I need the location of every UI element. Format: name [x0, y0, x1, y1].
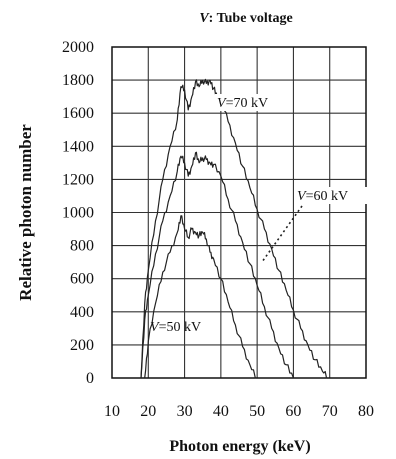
title-text: : Tube voltage — [209, 11, 293, 26]
y-tick-labels: 0 200 400 600 800 1000 1200 1400 1600 1800 2000 — [62, 39, 94, 387]
x-tick-labels: 10 20 30 40 50 60 70 80 — [104, 403, 374, 420]
x-axis-label: Photon energy (keV) — [169, 438, 310, 455]
svg-text:V: Tube voltage: V: Tube voltage — [199, 11, 292, 26]
series-labels: V=70 kV V=60 kV V=50 kV — [150, 94, 371, 335]
x-tick-label: 70 — [322, 403, 338, 420]
y-tick-label: 0 — [86, 370, 94, 387]
series-label-background — [215, 94, 291, 111]
y-tick-label: 1200 — [62, 171, 94, 188]
x-tick-label: 20 — [140, 403, 156, 420]
series-label: V=70 kV — [217, 96, 268, 111]
y-axis-label: Relative photon number — [16, 124, 35, 301]
y-tick-label: 1600 — [62, 105, 94, 122]
x-tick-label: 50 — [249, 403, 265, 420]
title-variable: V — [199, 11, 210, 26]
series-line — [140, 151, 294, 379]
x-tick-label: 60 — [285, 403, 301, 420]
series-line — [144, 215, 258, 379]
x-tick-label: 80 — [358, 403, 374, 420]
plot-frame — [111, 46, 367, 379]
x-tick-label: 10 — [104, 403, 120, 420]
x-tick-label: 30 — [177, 403, 193, 420]
annotation-leader-line — [261, 205, 303, 263]
gridlines — [112, 47, 366, 378]
series-label: V=60 kV — [297, 189, 348, 204]
y-tick-label: 600 — [70, 271, 94, 288]
y-tick-label: 800 — [70, 238, 94, 255]
y-tick-label: 2000 — [62, 39, 94, 56]
series-label-background — [295, 187, 371, 204]
chart-title: V: Tube voltage — [199, 11, 292, 26]
y-tick-label: 400 — [70, 304, 94, 321]
x-tick-label: 40 — [213, 403, 229, 420]
y-tick-label: 1000 — [62, 205, 94, 222]
y-tick-label: 1400 — [62, 138, 94, 155]
y-tick-label: 200 — [70, 337, 94, 354]
y-tick-label: 1800 — [62, 72, 94, 89]
series-label: V=50 kV — [150, 320, 201, 335]
